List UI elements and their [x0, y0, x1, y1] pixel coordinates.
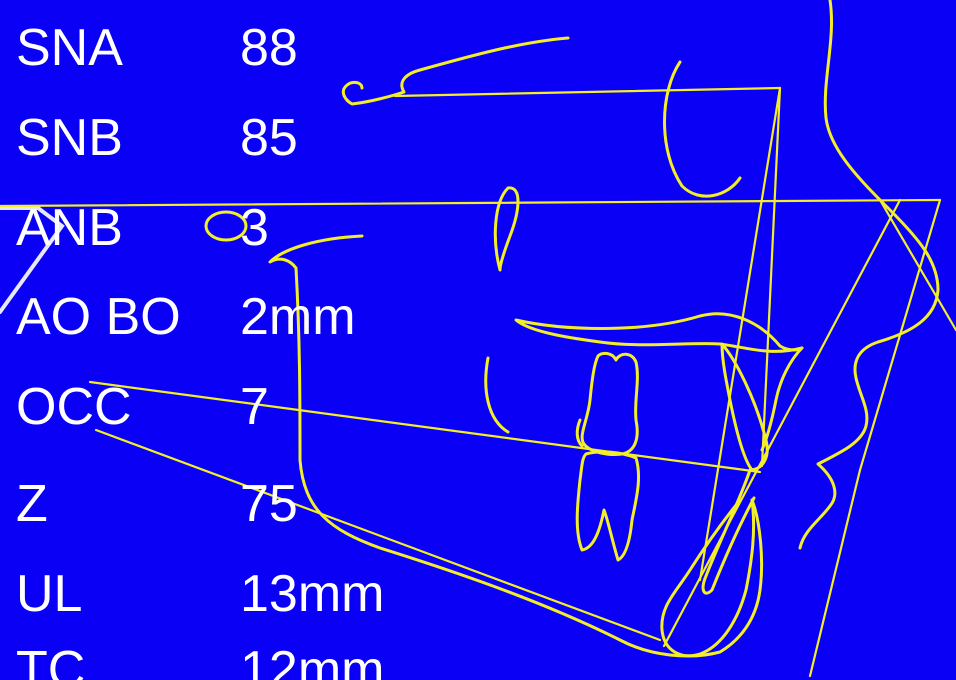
pterygomaxillary-fissure [493, 186, 520, 272]
upper-incisor [720, 342, 769, 472]
orbit-outline [663, 60, 742, 198]
symphysis-outline [660, 498, 756, 658]
condyle-curve [484, 356, 510, 434]
upper-molar [580, 351, 639, 456]
mandible-outline [268, 234, 764, 658]
white-reference-line [0, 206, 65, 314]
measurement-label: OCC [16, 378, 132, 436]
measurement-value: 3 [240, 199, 269, 257]
measurement-row-z: Z 75 [16, 474, 616, 534]
mandibular-plane-line [94, 428, 662, 642]
frankfort-horizontal-line [0, 198, 942, 208]
measurement-label: UL [16, 565, 83, 623]
measurement-value: 85 [240, 109, 298, 167]
nose-line [878, 198, 956, 332]
measurement-row-snb: SNB 85 [16, 108, 616, 168]
measurement-value: 13mm [240, 565, 385, 623]
measurement-row-sna: SNA 88 [16, 18, 616, 78]
nasion-b-point-line [698, 86, 782, 582]
measurement-value: 88 [240, 19, 298, 77]
lower-molar [575, 450, 641, 562]
lower-incisor [701, 468, 756, 595]
measurement-value: 75 [240, 475, 298, 533]
measurement-label: AO BO [16, 288, 181, 346]
measurement-row-anb: ANB 3 [16, 198, 616, 258]
facial-plane-line [808, 198, 942, 678]
measurement-value: 7 [240, 378, 269, 436]
measurement-row-tc: TC 12mm [16, 640, 616, 680]
occlusal-plane-line [88, 380, 762, 474]
cranial-base-outline [341, 36, 570, 106]
measurement-value: 2mm [240, 288, 356, 346]
nasion-a-point-line [760, 86, 782, 468]
tooth-crown-edge [575, 418, 584, 448]
measurement-label: Z [16, 475, 48, 533]
measurement-row-ao-bo: AO BO 2mm [16, 287, 616, 347]
lower-face-line [662, 198, 902, 648]
upper-lip [760, 346, 804, 452]
measurement-row-occ: OCC 7 [16, 377, 616, 437]
measurement-label: TC [16, 641, 86, 680]
pterygoid-oval [204, 210, 248, 242]
measurement-label: SNA [16, 19, 123, 77]
sella-nasion-line [393, 86, 782, 98]
measurement-label: ANB [16, 199, 123, 257]
measurement-value: 12mm [240, 641, 385, 680]
measurement-row-ul: UL 13mm [16, 564, 616, 624]
soft-tissue-profile [798, 0, 940, 550]
measurement-label: SNB [16, 109, 123, 167]
